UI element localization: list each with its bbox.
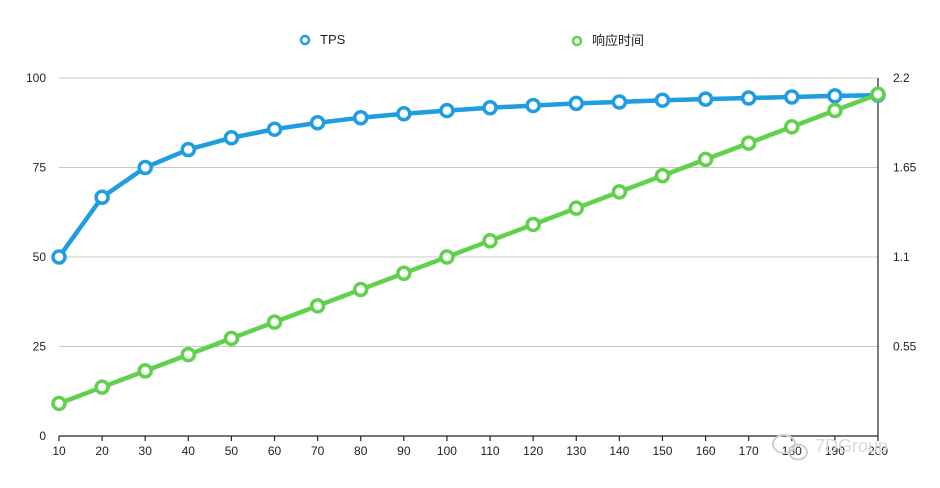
watermark-text: 7DGroup [815,436,888,456]
x-tick-label: 170 [739,444,759,458]
x-tick-label: 20 [95,444,109,458]
series-response-time [51,86,886,412]
x-tick-label: 200 [868,444,888,458]
data-point [51,395,67,412]
y-right-tick-label: 0.55 [893,340,917,354]
y-right-tick-label: 1.1 [893,250,910,264]
y-left-tick-label: 0 [39,429,46,443]
axes [58,78,879,441]
data-point [784,89,800,105]
data-point [697,91,714,107]
y-left-tick-label: 25 [33,340,47,354]
x-tick-label: 80 [354,444,368,458]
data-point [137,159,153,176]
x-tick-label: 90 [397,444,411,458]
legend-marker-tps [299,34,311,46]
data-point [94,189,110,205]
data-point [784,119,800,135]
data-point [611,184,628,200]
data-point [482,99,498,116]
data-point [180,346,197,363]
x-tick-label: 60 [268,444,282,458]
data-point [439,102,455,119]
data-point [525,97,541,114]
data-point [568,200,585,216]
data-point [51,249,67,265]
data-point [396,265,412,282]
series-tps [51,87,886,265]
x-tick-label: 50 [225,444,239,458]
legend-item-tps: TPS [299,32,346,47]
x-tick-label: 130 [566,444,586,458]
data-point [654,167,671,184]
data-point [697,151,714,168]
y-left-tick-label: 75 [33,161,47,175]
data-point [827,102,843,119]
legend-marker-response-time [571,35,583,47]
data-point [352,281,369,298]
series-line [56,92,881,260]
y-left-tick-label: 100 [26,71,46,85]
x-tick-label: 70 [311,444,325,458]
data-point [654,92,671,108]
data-point [266,121,283,137]
x-tick-label: 100 [437,444,457,458]
data-point [266,314,283,330]
x-tick-label: 140 [609,444,629,458]
data-point [740,135,757,151]
data-point [870,86,886,103]
y-left-tick-label: 50 [33,250,47,264]
gridlines [59,77,878,347]
data-point [611,94,628,110]
watermark: 7DGroup [772,434,888,461]
data-point [568,95,585,112]
data-point [439,249,455,265]
data-point [396,106,412,122]
data-point [352,109,369,126]
x-tick-label: 10 [52,444,66,458]
series [51,86,886,412]
wechat-icon [772,434,808,461]
x-tick-label: 160 [696,444,716,458]
data-point [223,330,240,347]
data-point [525,216,541,233]
x-tick-label: 40 [182,444,196,458]
legend-label-response-time: 响应时间 [592,33,644,48]
legend-item-response-time: 响应时间 [571,33,644,48]
x-tick-label: 120 [523,444,543,458]
data-point [482,232,498,249]
legend-label-tps: TPS [320,32,346,47]
legend: TPS 响应时间 [299,32,644,48]
data-point [223,130,240,146]
x-tick-label: 190 [825,444,845,458]
y-right-tick-label: 2.2 [893,71,910,85]
x-tick-label: 30 [139,444,153,458]
y-right-tick-label: 1.65 [893,161,917,175]
data-point [180,141,197,158]
data-point [137,363,153,379]
data-point [827,88,843,104]
data-point [309,298,326,314]
x-tick-label: 110 [480,444,499,458]
tick-labels: 0 25 50 75 100 0.55 1.1 1.65 2.2 10 20 30 40 50 60 70 80… [26,71,917,458]
data-point [740,90,757,106]
x-tick-label: 150 [652,444,672,458]
data-point [309,115,326,131]
data-point [94,379,110,395]
